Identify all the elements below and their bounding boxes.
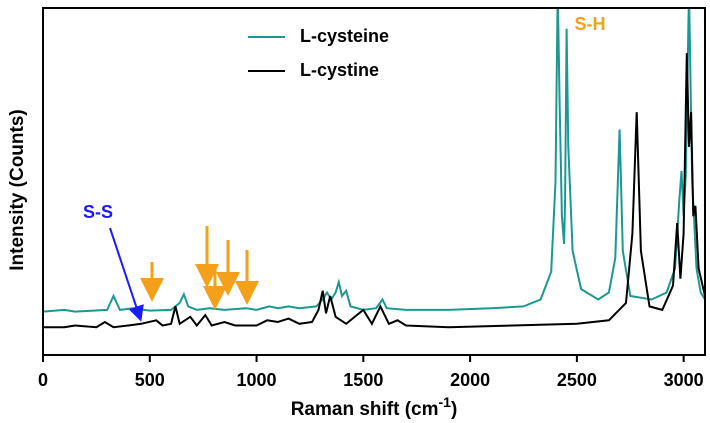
annotation-sh: S-H	[575, 14, 606, 34]
x-tick-label: 1500	[343, 370, 383, 390]
ss-arrow	[109, 227, 144, 322]
x-tick-label: 2500	[557, 370, 597, 390]
x-label-sup: -1	[439, 394, 452, 410]
axes-frame	[42, 7, 706, 356]
plot-area	[43, 8, 705, 329]
series-line	[43, 8, 705, 313]
x-tick-label: 500	[135, 370, 165, 390]
series-line	[43, 53, 705, 329]
legend-label: L-cysteine	[300, 26, 389, 46]
x-label-main: Raman shift (cm	[291, 399, 439, 420]
y-label: Intensity (Counts)	[7, 109, 28, 271]
x-tick-label: 0	[38, 370, 48, 390]
orange-arrows	[140, 226, 259, 310]
x-tick-label: 1000	[237, 370, 277, 390]
x-label: Raman shift (cm-1)	[291, 394, 458, 420]
x-tick-label: 2000	[450, 370, 490, 390]
annotation-ss: S-S	[83, 202, 113, 222]
x-label-end: )	[451, 399, 457, 420]
legend: L-cysteine L-cystine	[248, 26, 389, 80]
x-tick-label: 3000	[664, 370, 704, 390]
legend-label: L-cystine	[300, 60, 379, 80]
